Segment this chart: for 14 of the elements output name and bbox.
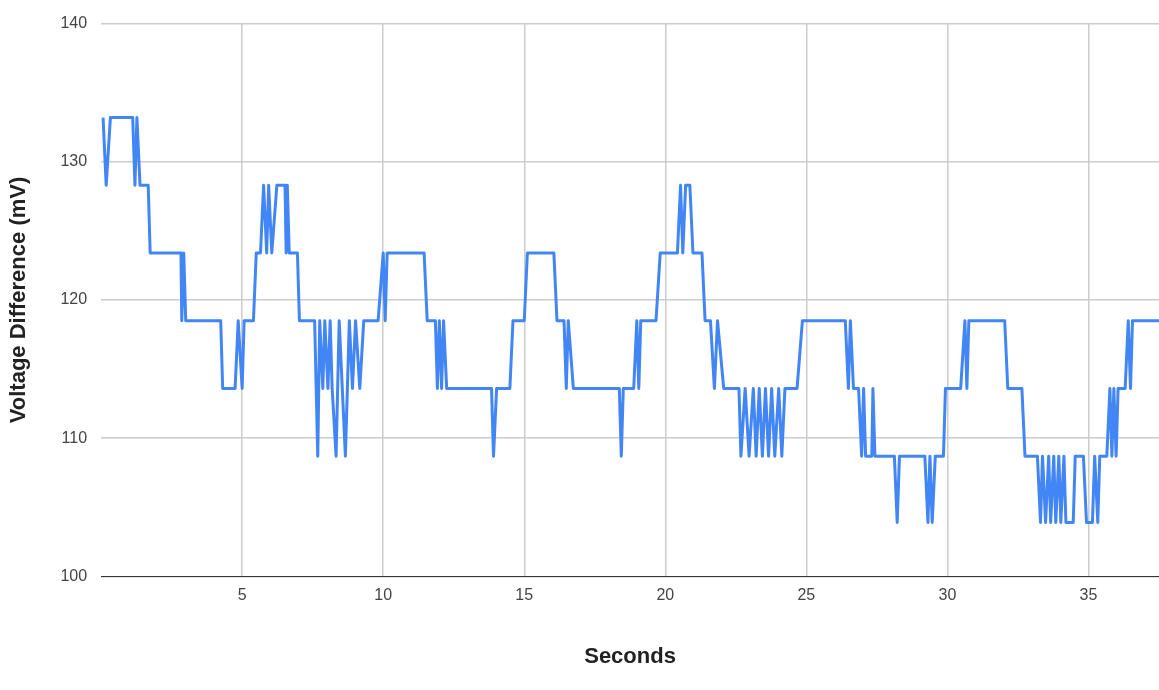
x-tick-label: 5 [237,586,247,604]
x-tick-label: 25 [797,586,816,604]
y-axis-title: Voltage Difference (mV) [5,176,31,424]
x-tick-label: 15 [515,586,534,604]
x-tick-label: 35 [1079,586,1098,604]
y-tick-label: 120 [60,290,88,308]
x-axis-title: Seconds [584,642,676,668]
y-tick-label: 130 [60,152,88,170]
x-tick-label: 20 [656,586,675,604]
y-tick-label: 110 [61,428,88,446]
x-tick-label: 30 [938,586,957,604]
y-tick-label: 100 [60,566,88,584]
x-tick-label: 10 [374,586,393,604]
y-tick-label: 140 [60,14,88,32]
